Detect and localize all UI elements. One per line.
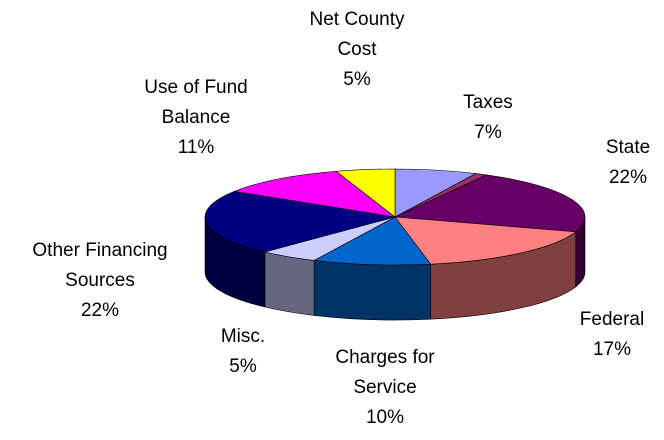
category-name: State [605,137,651,158]
percent-label: 22% [80,300,120,321]
category-name: Charges for Service [335,347,435,398]
slice [313,216,432,266]
slice-label: Federal 17% [567,305,657,365]
category-name: Federal [579,309,645,330]
slice [394,216,577,265]
category-name: Misc. [220,326,266,347]
category-name: Taxes [463,92,513,113]
slice [204,190,396,253]
category-name: Other Financing Sources [32,240,168,291]
slice-label: Other Financing Sources 22% [0,236,200,326]
slice [335,168,396,218]
slice-label: Taxes 7% [428,88,548,148]
slice-label: State 22% [588,133,664,193]
percent-label: 7% [474,122,502,143]
slice-label: Charges for Service 10% [315,343,455,433]
percent-label: 10% [365,407,405,428]
percent-label: 17% [592,339,632,360]
slice [393,174,586,233]
slice-label: Use of Fund Balance 11% [116,73,276,163]
percent-label: 22% [608,167,648,188]
percent-label: 11% [177,137,215,158]
category-name: Net County Cost [309,9,405,60]
percent-label: 5% [343,69,371,90]
slice-side [264,251,315,316]
category-name: Use of Fund Balance [144,77,248,128]
percent-label: 5% [229,356,257,377]
slice-label: Net County Cost 5% [292,5,422,95]
slice-side [313,260,431,321]
slice-label: Misc. 5% [203,322,283,382]
slice [233,171,396,218]
